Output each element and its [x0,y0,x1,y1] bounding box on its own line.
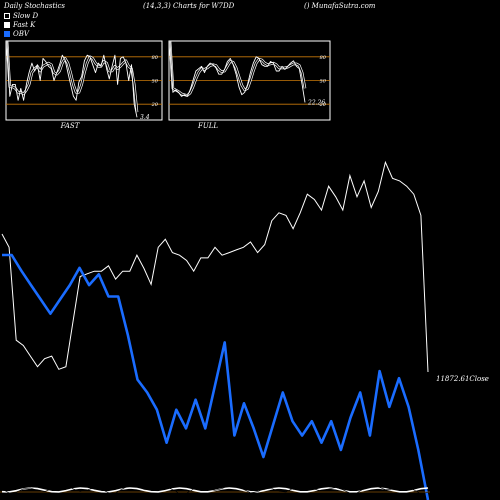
close-value-label: 11872.61Close [436,375,489,383]
legend-item-slow-d: Slow D [4,12,38,20]
legend-item-obv: OBV [4,30,29,38]
full-fast-k-line [169,40,306,103]
fast-last-value-label: 3.4 [140,114,150,121]
fast-fast-k-line [6,40,138,118]
full-level-label-50: 50 [320,79,327,85]
header-right-title: () MunafaSutra.com [304,2,376,10]
fast-slow-d-line [6,40,138,113]
full-level-label-20: 20 [319,102,327,108]
fast-level-label-20: 20 [151,102,159,108]
legend-label-obv: OBV [13,30,29,38]
legend-label-slow-d: Slow D [13,12,39,20]
legend-label-fast-k: Fast K [13,21,36,29]
header-center-title: (14,3,3) Charts for W7DD [143,2,235,10]
legend-swatch-fast-k [4,21,10,28]
legend-swatch-obv [4,30,10,37]
header-left-title: Daily Stochastics [4,2,66,10]
full-last-value-label: 22.26 [307,99,325,106]
fast-panel-label: FAST [60,122,81,130]
full-level-label-80: 80 [320,55,327,61]
full-slow-d-line [169,40,306,97]
full-panel-label: FULL [197,122,218,130]
fast-level-label-80: 80 [152,55,159,61]
legend-swatch-slow-d [4,12,10,19]
mini-stoch-k-line [1,484,429,494]
obv-line [2,253,430,500]
close-price-line [1,160,429,373]
legend-item-fast-k: Fast K [4,21,35,29]
fast-level-label-50: 50 [152,79,159,85]
